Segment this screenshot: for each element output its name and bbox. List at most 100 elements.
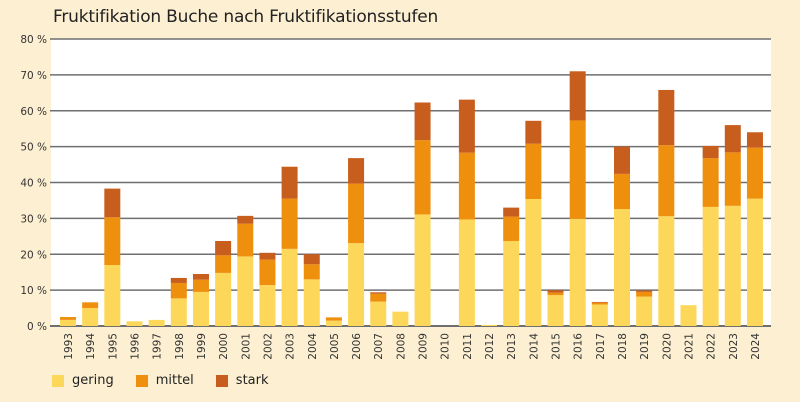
bar-gering-1993 <box>60 319 76 326</box>
bar-gering-2021 <box>680 305 697 326</box>
bar-mittel-1998 <box>170 282 187 299</box>
bar-gering-2005 <box>325 320 342 326</box>
bar-gering-2024 <box>746 198 763 326</box>
legend-item-mittel: mittel <box>135 373 194 388</box>
y-tick-label: 50 % <box>20 142 47 154</box>
bar-gering-2014 <box>525 199 542 326</box>
bar-stark-2020 <box>658 89 675 146</box>
x-tick-label: 2018 <box>617 333 629 360</box>
bar-gering-1999 <box>192 291 209 326</box>
bar-stark-2016 <box>569 71 586 121</box>
bar-mittel-2001 <box>237 223 254 257</box>
legend-swatch-stark <box>215 374 228 387</box>
bar-stark-2022 <box>702 145 719 159</box>
bar-stark-2006 <box>348 158 365 184</box>
bar-mittel-2024 <box>746 147 763 199</box>
bar-gering-2020 <box>658 216 675 326</box>
bar-gering-2018 <box>614 209 630 326</box>
x-tick-label: 2019 <box>639 333 651 360</box>
bar-mittel-2017 <box>591 302 608 305</box>
x-tick-label: 2001 <box>240 333 252 360</box>
bar-gering-1996 <box>126 321 143 326</box>
x-tick-label: 1994 <box>85 333 97 360</box>
bar-gering-2012 <box>481 324 498 326</box>
y-tick-label: 60 % <box>20 106 47 118</box>
bar-stark-2000 <box>215 240 232 256</box>
y-axis-ticks: 0 % 10 % 20 % 30 % 40 % 50 % 60 % 70 % 80 % <box>20 34 47 333</box>
y-tick-label: 70 % <box>20 70 47 82</box>
legend-label-gering: gering <box>72 373 114 388</box>
bar-gering-2001 <box>237 256 254 326</box>
bar-mittel-2011 <box>458 152 475 220</box>
bar-gering-2022 <box>702 206 719 326</box>
bar-gering-2006 <box>348 243 365 326</box>
y-tick-label: 20 % <box>20 249 47 261</box>
bar-mittel-2018 <box>614 173 630 210</box>
y-tick-label: 0 % <box>27 321 47 333</box>
legend-swatch-mittel <box>135 374 148 387</box>
bar-mittel-2023 <box>724 152 741 206</box>
x-tick-label: 2007 <box>373 333 385 360</box>
bar-mittel-1993 <box>60 317 76 320</box>
bar-mittel-2020 <box>658 145 675 217</box>
bar-stark-2007 <box>370 292 387 294</box>
y-tick-label: 30 % <box>20 213 47 225</box>
legend: gering mittel stark <box>52 373 291 388</box>
bar-mittel-2022 <box>702 158 719 207</box>
x-tick-label: 2008 <box>395 333 407 360</box>
x-tick-label: 2015 <box>551 333 563 360</box>
bar-stark-2011 <box>458 99 475 153</box>
x-tick-label: 2000 <box>218 333 230 360</box>
bar-stark-2001 <box>237 215 254 224</box>
x-tick-label: 2005 <box>329 333 341 360</box>
bar-mittel-2013 <box>503 216 520 241</box>
x-axis-ticks: 1993 1994 1995 1996 1997 1998 1999 2000 2001 2002… <box>63 333 762 360</box>
bar-gering-2013 <box>503 240 520 326</box>
bar-stark-1998 <box>170 277 187 283</box>
bar-gering-1998 <box>170 298 187 326</box>
chart-title: Fruktifikation Buche nach Fruktifikation… <box>53 7 439 27</box>
legend-item-stark: stark <box>215 373 269 388</box>
bar-gering-2002 <box>259 285 276 326</box>
legend-item-gering: gering <box>52 373 114 388</box>
x-tick-label: 2003 <box>285 333 297 360</box>
bar-gering-1994 <box>82 308 99 326</box>
x-tick-label: 1995 <box>107 333 119 360</box>
bar-gering-2023 <box>724 205 741 326</box>
bars <box>60 71 763 326</box>
bar-gering-2015 <box>547 295 564 326</box>
x-tick-label: 1997 <box>152 333 164 360</box>
x-tick-label: 2014 <box>528 333 540 360</box>
bar-gering-2016 <box>569 218 586 326</box>
bar-stark-2009 <box>414 102 431 141</box>
bar-mittel-2000 <box>215 255 232 273</box>
x-tick-label: 2006 <box>351 333 363 360</box>
bar-gering-2019 <box>636 296 653 326</box>
bar-stark-2004 <box>303 254 320 265</box>
bar-gering-2009 <box>414 214 431 326</box>
legend-label-mittel: mittel <box>155 373 194 388</box>
x-tick-label: 2020 <box>661 333 673 360</box>
bar-mittel-2005 <box>325 317 342 321</box>
bar-gering-2011 <box>458 219 475 326</box>
bar-mittel-2014 <box>525 143 542 199</box>
bar-gering-2000 <box>215 272 232 326</box>
bar-mittel-2016 <box>569 120 586 219</box>
y-tick-label: 40 % <box>20 178 47 190</box>
x-tick-label: 2002 <box>262 333 274 360</box>
x-tick-label: 2010 <box>440 333 452 360</box>
bar-gering-2008 <box>392 311 409 326</box>
bar-stark-2017 <box>591 301 608 303</box>
bar-mittel-2006 <box>348 183 365 244</box>
y-tick-label: 80 % <box>20 34 47 46</box>
x-tick-label: 1999 <box>196 333 208 360</box>
x-tick-label: 2021 <box>683 333 695 360</box>
x-tick-label: 2013 <box>506 333 518 360</box>
bar-stark-2002 <box>259 252 276 260</box>
bar-stark-1995 <box>104 188 121 218</box>
bar-mittel-1995 <box>104 217 121 266</box>
x-tick-label: 2009 <box>418 333 430 360</box>
x-tick-label: 2004 <box>307 333 319 360</box>
x-tick-label: 2016 <box>573 333 585 360</box>
